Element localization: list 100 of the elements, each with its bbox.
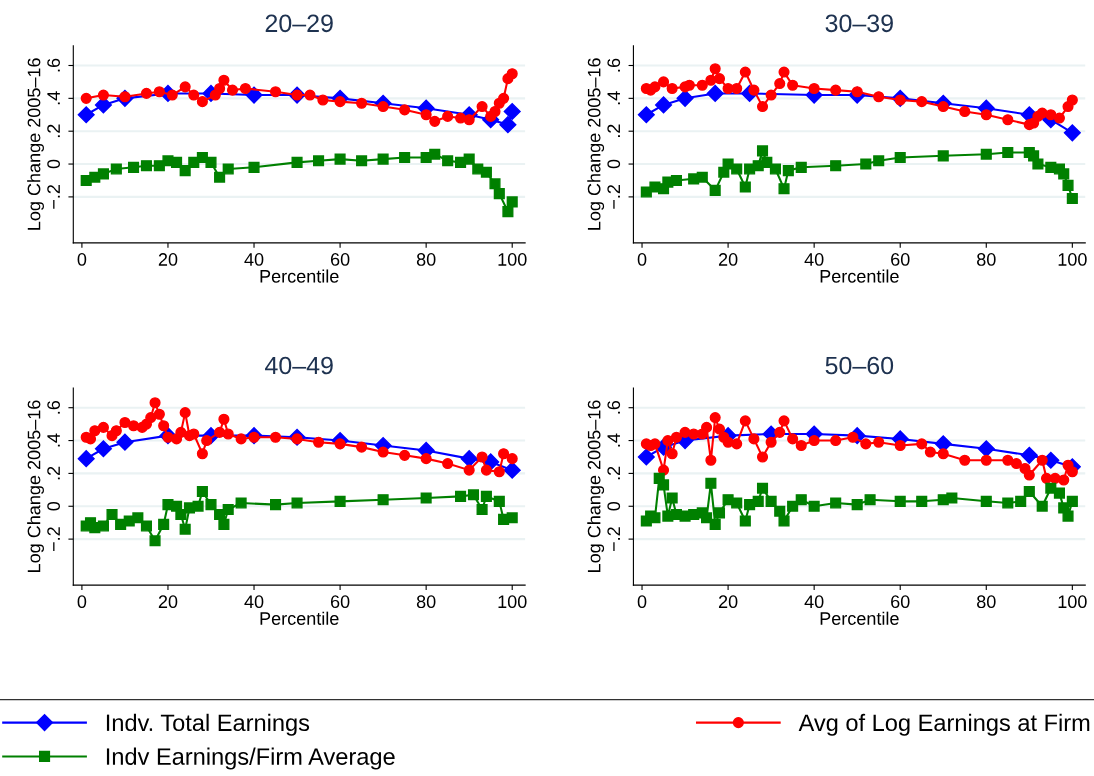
point [140,160,153,172]
point [765,495,777,507]
y-tick-label: .2 [607,124,620,138]
point [153,408,165,420]
point [916,438,928,450]
point [774,426,786,438]
point [795,161,807,173]
point [713,73,726,85]
point [175,508,187,521]
y-axis-title: Log Change 2005–16 [587,400,605,572]
point [205,156,217,168]
legend-label: Indv Earnings/Firm Average [106,747,395,770]
legend-label: Avg of Log Earnings at Firm [798,713,1090,736]
chart-title: 50–60 [825,356,894,375]
point [706,84,724,102]
x-tick-label: 100 [498,595,527,609]
point [731,82,743,95]
point [77,106,95,124]
point [218,74,230,86]
point [480,490,492,502]
point [480,166,492,178]
point [752,495,764,507]
point [1066,192,1078,205]
point [787,79,799,91]
point [116,433,134,451]
point [662,435,674,447]
point [808,500,820,512]
x-tick-label: 20 [158,595,178,609]
point [676,89,694,107]
point [778,183,790,195]
point [778,66,790,78]
point [489,105,501,118]
point [313,436,325,448]
point [980,148,992,160]
point [166,89,178,101]
point [795,439,807,452]
point [226,84,239,96]
point [239,82,251,95]
point [506,196,518,208]
point [110,163,122,175]
x-tick-label: 0 [77,253,87,266]
point [467,489,480,501]
point [1002,497,1014,509]
point [946,492,958,504]
point [769,163,781,175]
y-tick-label: −.2 [607,185,620,209]
point [179,523,191,535]
point [269,86,282,98]
point [696,171,708,183]
y-tick-label: 0 [47,159,61,169]
x-tick-label: 20 [718,595,738,609]
x-tick-label: 100 [1058,595,1087,609]
point [429,148,441,160]
point [153,86,165,98]
point [666,82,678,95]
x-tick-label: 80 [416,253,436,266]
y-tick-label: −.2 [607,527,620,552]
y-axis-title: Log Change 2005–16 [27,400,44,572]
chart-title: 30–39 [825,14,893,33]
point [132,512,144,524]
point [924,446,936,458]
point [756,101,769,113]
chart-title: 40–49 [265,356,333,375]
point [1062,179,1074,191]
point [709,412,721,424]
point [304,89,316,101]
point [765,89,777,101]
point [637,106,655,124]
point [222,503,234,516]
point [1002,114,1014,126]
point [654,96,673,114]
y-tick-label: −.2 [47,185,60,209]
point [1036,500,1048,512]
point [179,165,191,177]
x-tick-label: 60 [891,595,910,609]
point [1045,109,1057,121]
point [980,454,992,466]
point [313,155,325,167]
point [709,518,721,530]
y-axis-title: Log Change 2005–16 [27,58,44,230]
point [480,464,492,476]
point [1032,158,1044,170]
point [696,79,708,91]
point [959,454,971,466]
point [119,416,131,429]
point [873,436,885,448]
point [476,503,488,516]
y-tick-label: .4 [607,433,620,447]
point [317,94,329,106]
point [851,499,863,511]
point [463,114,475,126]
point [442,155,454,167]
point [476,101,488,113]
point [493,495,505,507]
point [977,440,995,458]
point [420,492,432,504]
point [97,421,109,433]
point [739,181,751,193]
point [649,81,661,93]
point [291,156,303,168]
